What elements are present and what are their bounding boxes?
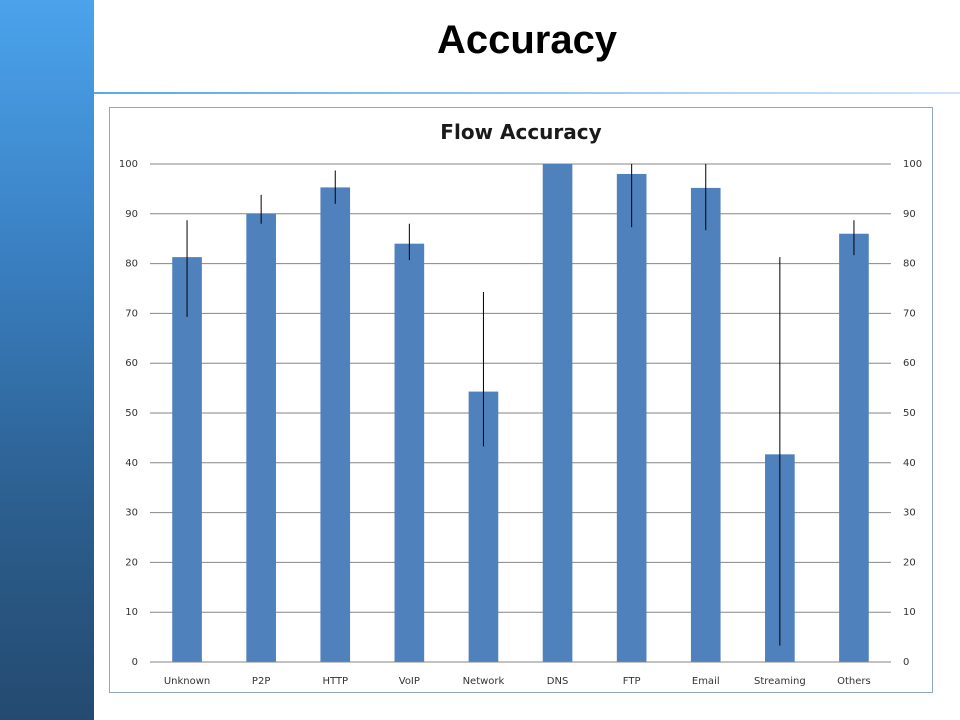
x-tick-label: P2P <box>252 676 270 687</box>
y-tick-label-left: 50 <box>125 408 138 419</box>
x-tick-label: VoIP <box>399 676 420 687</box>
chart-svg: 0 0 10 10 20 20 30 30 40 40 50 50 60 60 70 70 80 80 90 90 10… <box>119 159 922 687</box>
y-tick-label-right: 70 <box>903 308 916 319</box>
y-tick-label-left: 100 <box>119 159 138 170</box>
bar-ftp <box>616 173 647 662</box>
y-tick-label-left: 40 <box>125 458 138 469</box>
bar-voip <box>394 243 425 662</box>
y-tick-label-left: 90 <box>125 209 138 220</box>
y-tick-label-right: 80 <box>903 259 916 270</box>
y-tick-label-right: 60 <box>903 358 916 369</box>
y-tick-label-left: 80 <box>125 259 138 270</box>
bar-http <box>320 187 351 662</box>
x-tick-label: DNS <box>547 676 569 687</box>
y-tick-label-right: 50 <box>903 408 916 419</box>
bar-unknown <box>172 257 202 662</box>
y-tick-label-right: 10 <box>903 607 916 618</box>
x-tick-label: Unknown <box>164 676 210 687</box>
title-divider <box>94 92 960 94</box>
chart-container: Flow Accuracy 0 0 10 10 20 20 30 30 40 40 50 50 60 60… <box>109 107 933 693</box>
y-tick-label-left: 10 <box>125 607 138 618</box>
y-tick-label-right: 20 <box>903 557 916 568</box>
x-tick-label: Streaming <box>754 676 806 687</box>
bar-dns <box>542 164 573 662</box>
x-tick-label: FTP <box>623 676 641 687</box>
bar-email <box>690 187 721 662</box>
y-tick-label-left: 0 <box>132 657 138 668</box>
slide-title: Accuracy <box>436 18 618 62</box>
y-tick-label-right: 0 <box>903 657 909 668</box>
sidebar-band <box>0 0 94 720</box>
bar-others <box>839 233 869 662</box>
y-tick-label-right: 40 <box>903 458 916 469</box>
bar-p2p <box>246 213 276 663</box>
y-tick-label-right: 90 <box>903 209 916 220</box>
y-tick-label-right: 30 <box>903 508 916 519</box>
x-tick-label: Email <box>692 676 720 687</box>
y-tick-label-left: 30 <box>125 508 138 519</box>
y-tick-label-left: 70 <box>125 308 138 319</box>
x-tick-label: Network <box>463 676 505 687</box>
y-tick-label-right: 100 <box>903 159 922 170</box>
x-tick-label: Others <box>837 676 871 687</box>
chart-title: Flow Accuracy <box>440 120 602 144</box>
y-tick-label-left: 20 <box>125 557 138 568</box>
y-tick-label-left: 60 <box>125 358 138 369</box>
x-tick-label: HTTP <box>322 676 348 687</box>
